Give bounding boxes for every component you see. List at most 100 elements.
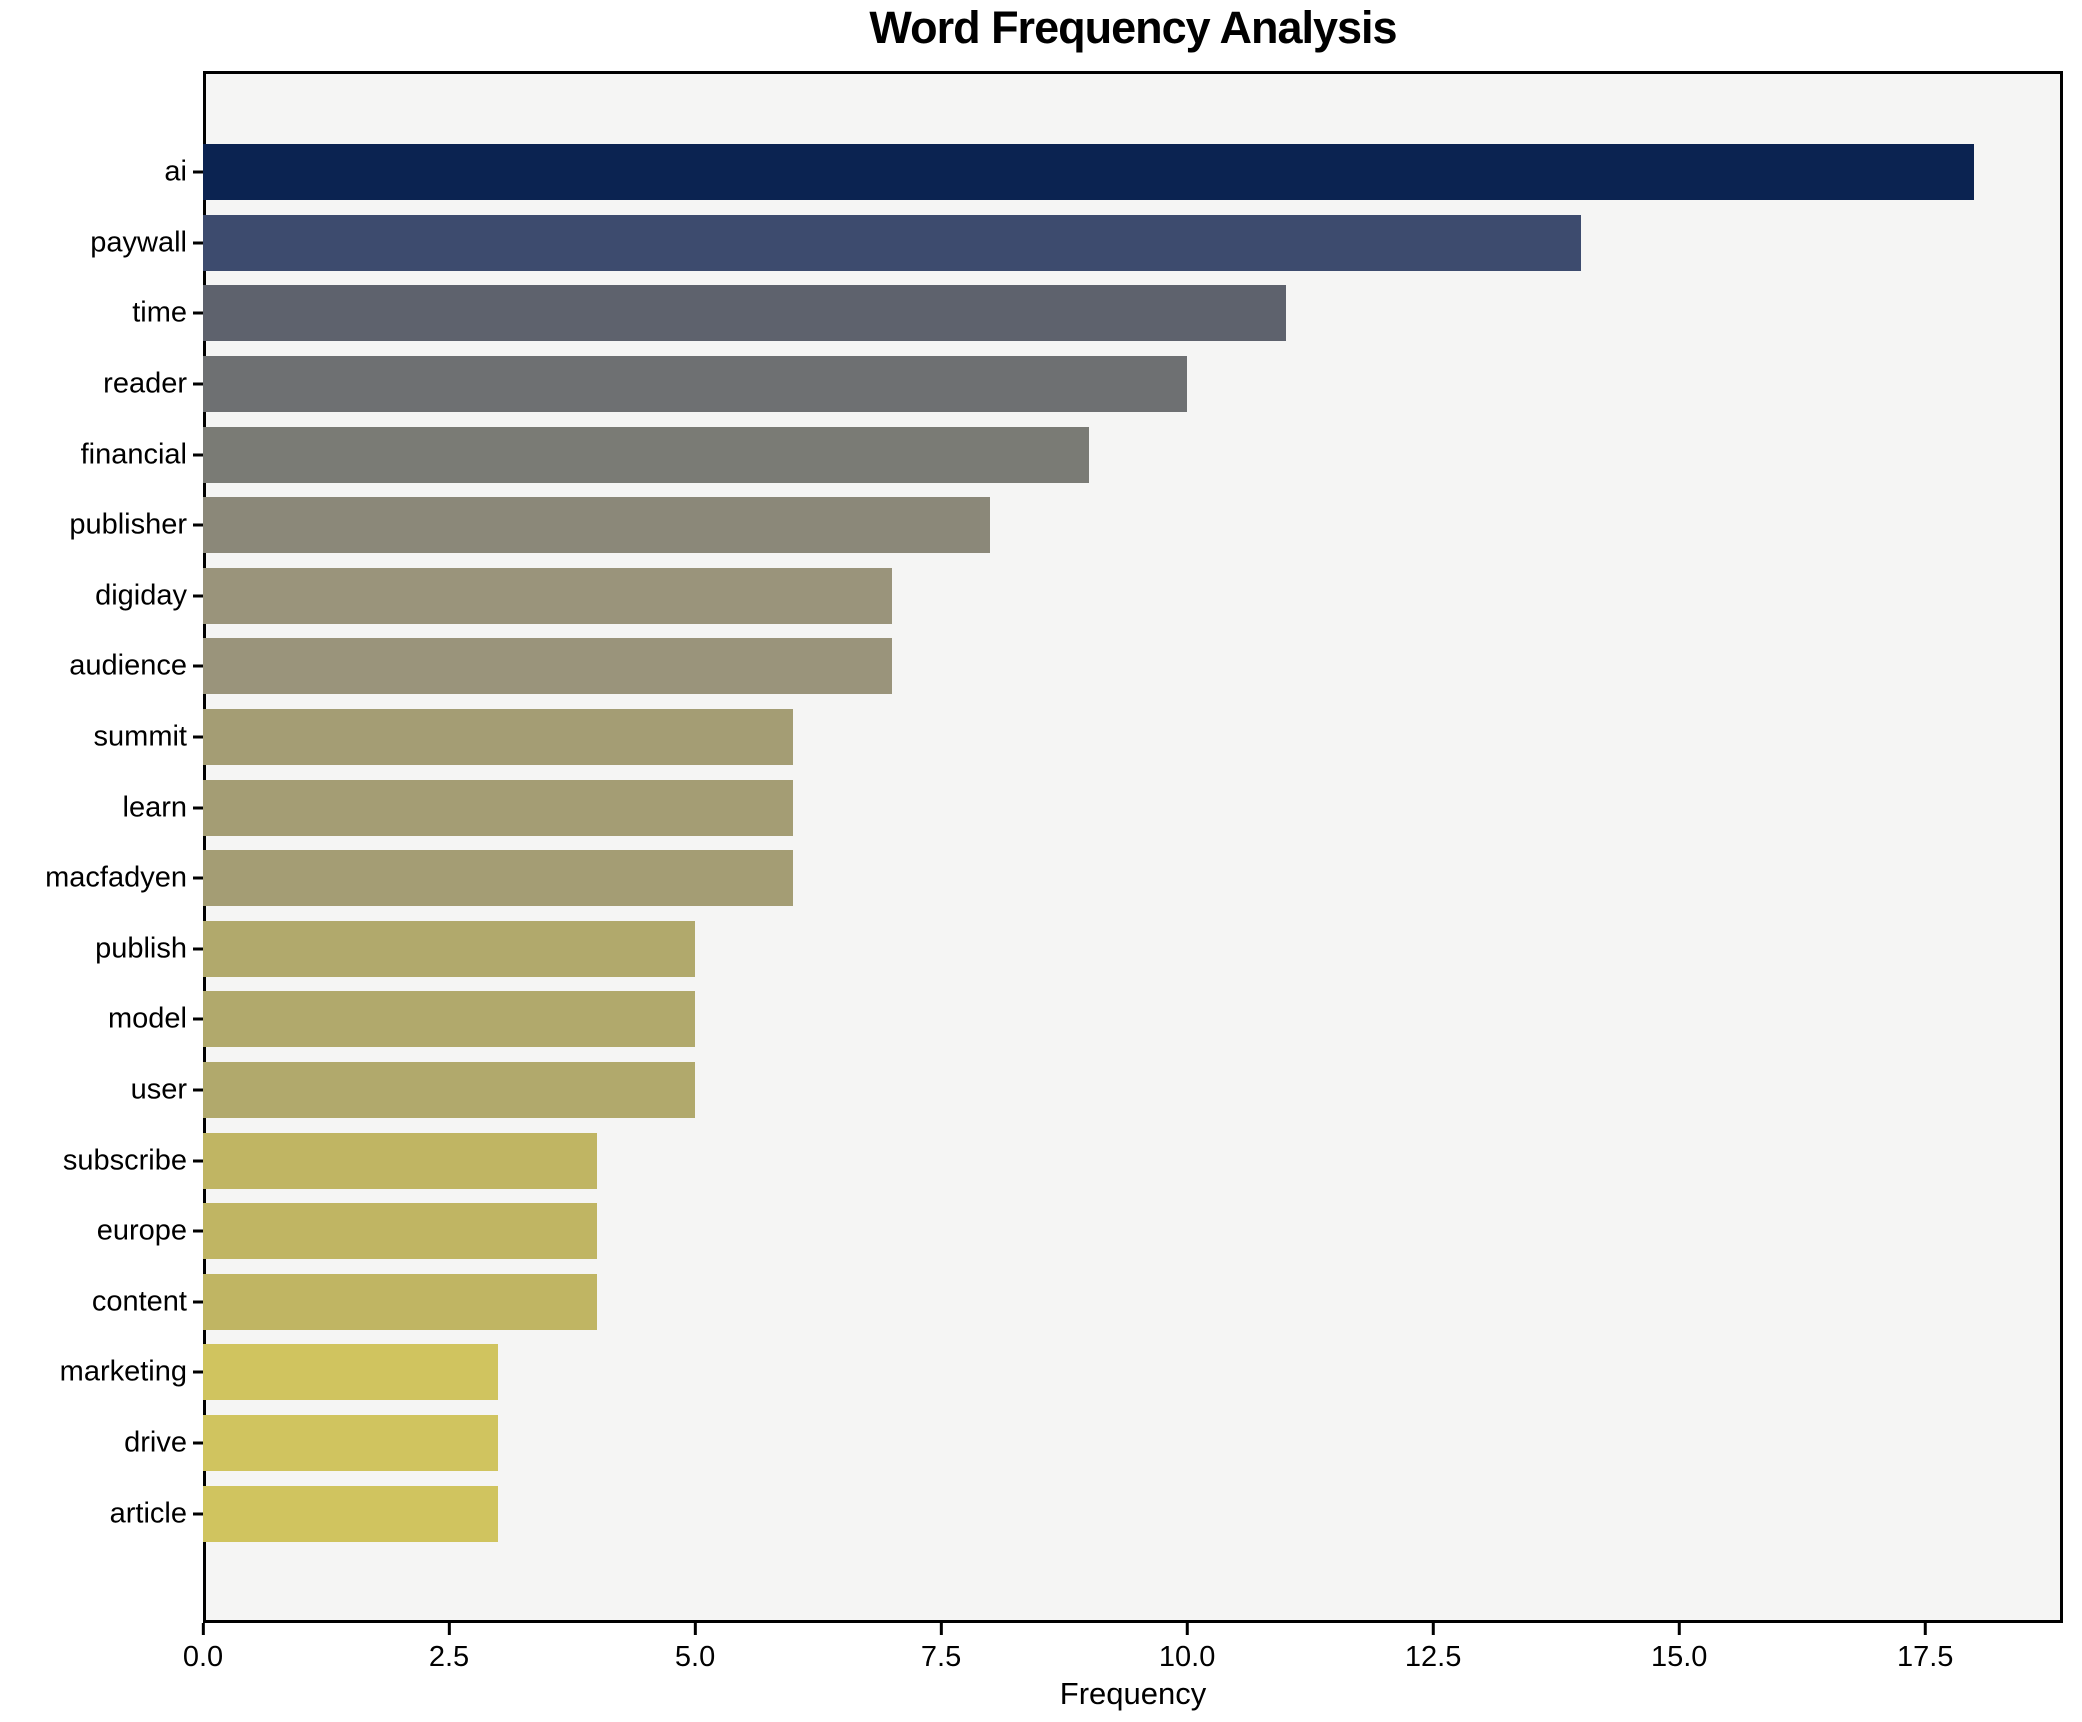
y-tick-mark (193, 1229, 203, 1233)
y-tick-mark (193, 735, 203, 739)
frequency-bar (203, 991, 696, 1048)
x-tick: 2.5 (429, 1623, 469, 1674)
frequency-bar (203, 1414, 499, 1471)
x-tick-mark (447, 1623, 451, 1635)
frequency-bar (203, 850, 794, 907)
y-tick-mark (193, 1441, 203, 1445)
x-axis-label: Frequency (1059, 1676, 1207, 1711)
frequency-bar (203, 1062, 696, 1119)
x-tick-label: 15.0 (1650, 1641, 1708, 1673)
bar-row: user (131, 1055, 2063, 1126)
bar-row: europe (97, 1196, 2063, 1267)
frequency-bar (203, 1132, 597, 1189)
y-axis-label: europe (96, 1214, 187, 1247)
y-tick-mark (193, 311, 203, 315)
x-tick-mark (1185, 1623, 1189, 1635)
y-tick-mark (193, 241, 203, 245)
y-axis-label: summit (93, 720, 187, 753)
x-tick-mark (201, 1623, 205, 1635)
y-axis-label: article (109, 1497, 187, 1530)
bar-row: publisher (69, 490, 2063, 561)
y-tick-mark (193, 1512, 203, 1516)
y-axis-label: publish (95, 932, 187, 965)
bar-row: audience (69, 631, 2063, 702)
frequency-bar (203, 285, 1286, 342)
bar-row: time (132, 278, 2063, 349)
x-tick: 5.0 (675, 1623, 715, 1674)
bar-row: drive (124, 1408, 2063, 1479)
y-tick-mark (193, 1370, 203, 1374)
x-tick-mark (1431, 1623, 1435, 1635)
x-axis-ticks: 0.0 2.5 5.0 7.5 10.0 12.5 15.0 17.5 (183, 1623, 2063, 1683)
frequency-bar (203, 1203, 597, 1260)
y-tick-mark (193, 453, 203, 457)
y-axis-label: macfadyen (45, 861, 187, 894)
x-tick-mark (939, 1623, 943, 1635)
x-tick-label: 17.5 (1896, 1641, 1954, 1673)
x-tick-mark (1923, 1623, 1927, 1635)
frequency-bar (203, 709, 794, 766)
x-tick: 15.0 (1651, 1623, 1707, 1674)
frequency-bar (203, 356, 1188, 413)
bar-row: article (110, 1478, 2063, 1549)
x-tick: 0.0 (183, 1623, 223, 1674)
bar-row: ai (164, 137, 2063, 208)
y-axis-label: content (91, 1285, 187, 1318)
y-axis-label: financial (80, 438, 187, 471)
bar-row: publish (95, 914, 2063, 985)
x-tick-label: 0.0 (182, 1641, 224, 1673)
y-tick-mark (193, 594, 203, 598)
x-tick: 17.5 (1897, 1623, 1953, 1674)
frequency-bar (203, 779, 794, 836)
bar-row: subscribe (63, 1125, 2063, 1196)
frequency-bar (203, 920, 696, 977)
y-axis-label: drive (124, 1426, 187, 1459)
y-tick-mark (193, 1159, 203, 1163)
x-tick: 7.5 (921, 1623, 961, 1674)
y-tick-mark (193, 523, 203, 527)
y-tick-mark (193, 170, 203, 174)
frequency-bar (203, 426, 1089, 483)
frequency-bar (203, 144, 1975, 201)
x-tick: 10.0 (1159, 1623, 1215, 1674)
bar-row: learn (123, 772, 2063, 843)
y-axis-label: model (108, 1002, 187, 1035)
frequency-bar (203, 214, 1581, 271)
frequency-bar (203, 497, 991, 554)
y-tick-mark (193, 1088, 203, 1092)
y-axis-label: marketing (59, 1355, 187, 1388)
x-tick-label: 2.5 (428, 1641, 470, 1673)
y-axis-label: publisher (69, 508, 187, 541)
frequency-bar (203, 1273, 597, 1330)
bars-container: ai paywall time reader financial publisher dig… (45, 71, 2063, 1623)
y-axis-label: audience (69, 649, 187, 682)
frequency-bar (203, 1344, 499, 1401)
y-axis-label: paywall (90, 226, 187, 259)
bar-row: macfadyen (45, 843, 2063, 914)
x-tick-mark (1677, 1623, 1681, 1635)
bar-row: content (92, 1267, 2063, 1338)
x-tick-label: 7.5 (920, 1641, 962, 1673)
bar-row: financial (81, 419, 2063, 490)
y-tick-mark (193, 806, 203, 810)
y-tick-mark (193, 664, 203, 668)
y-tick-mark (193, 876, 203, 880)
chart-title: Word Frequency Analysis (869, 2, 1397, 53)
x-tick-label: 10.0 (1158, 1641, 1216, 1673)
bar-row: summit (94, 702, 2063, 773)
y-axis-label: ai (164, 155, 187, 188)
y-tick-mark (193, 1300, 203, 1304)
y-tick-mark (193, 1017, 203, 1021)
y-axis-label: user (130, 1073, 187, 1106)
bar-row: paywall (90, 208, 2063, 279)
bar-row: marketing (60, 1337, 2063, 1408)
bar-row: digiday (95, 561, 2063, 632)
frequency-bar (203, 1485, 499, 1542)
y-tick-mark (193, 947, 203, 951)
y-axis-label: subscribe (62, 1144, 187, 1177)
frequency-bar (203, 567, 892, 624)
y-axis-label: reader (103, 367, 187, 400)
bar-row: reader (103, 349, 2063, 420)
y-axis-label: learn (122, 791, 188, 824)
